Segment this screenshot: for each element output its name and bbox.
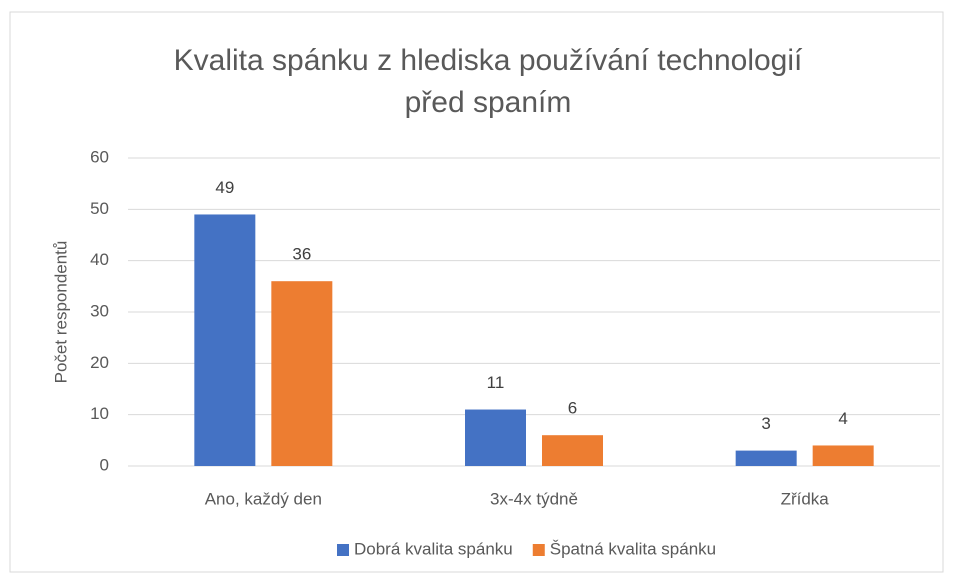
value-label: 49	[215, 178, 234, 197]
y-tick-label: 60	[90, 147, 109, 166]
bar	[812, 445, 874, 466]
legend-label: Špatná kvalita spánku	[550, 539, 716, 558]
chart-frame	[9, 11, 944, 573]
value-label: 3	[761, 414, 770, 433]
x-tick-label: Zřídka	[781, 489, 830, 508]
x-tick-label: Ano, každý den	[205, 489, 322, 508]
x-tick-label: 3x-4x týdně	[490, 489, 578, 508]
value-label: 4	[838, 409, 847, 428]
y-tick-label: 50	[90, 199, 109, 218]
bar	[465, 409, 526, 466]
y-tick-label: 20	[90, 353, 109, 372]
legend-label: Dobrá kvalita spánku	[354, 539, 513, 558]
y-tick-label: 10	[90, 404, 109, 423]
value-label: 11	[487, 373, 505, 392]
bar	[271, 281, 333, 466]
y-axis-label: Počet respondentů	[51, 241, 70, 384]
y-tick-label: 0	[100, 455, 109, 474]
y-tick-label: 30	[90, 301, 109, 320]
bar	[542, 435, 603, 466]
value-label: 36	[292, 245, 311, 264]
value-label: 6	[568, 399, 577, 418]
bar	[194, 214, 256, 466]
bar	[735, 450, 797, 466]
chart-title: před spaním	[405, 86, 572, 119]
legend-swatch	[532, 544, 545, 556]
y-tick-label: 40	[90, 250, 109, 269]
chart-title: Kvalita spánku z hlediska používání tech…	[174, 44, 803, 77]
legend-swatch	[337, 544, 349, 556]
